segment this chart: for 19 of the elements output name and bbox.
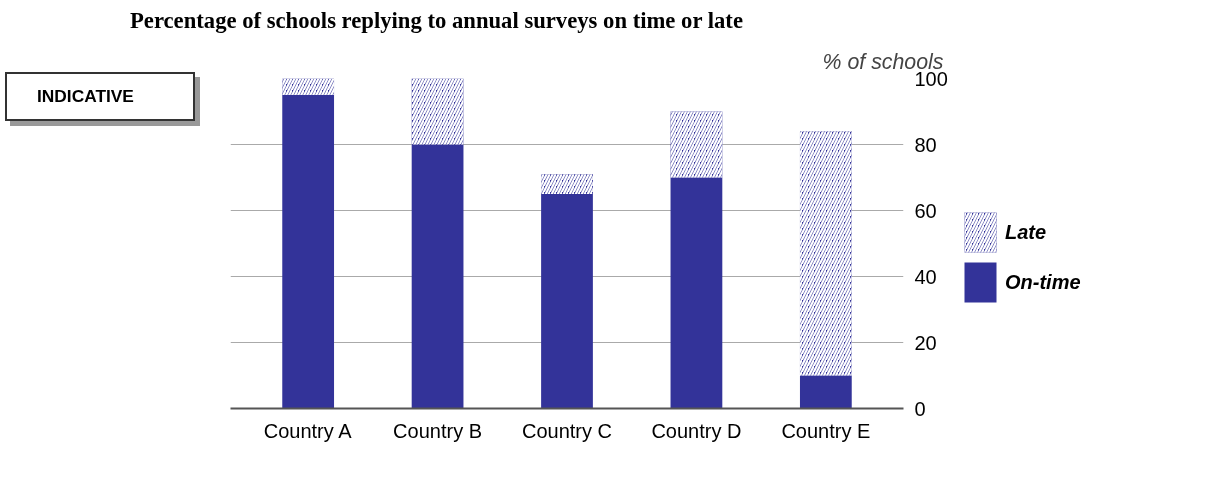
y-tick-label: 20 [914,331,937,354]
x-tick-label: Country D [651,419,742,442]
chart-title: Percentage of schools replying to annual surveys on time or late [130,7,743,35]
legend-label: On-time [1005,270,1081,294]
bar [541,194,593,409]
x-tick-label: Country B [393,419,483,442]
bar [670,177,723,409]
y-tick-label: 60 [914,199,937,222]
x-tick-label: Country A [263,419,353,442]
x-tick-label: Country E [781,419,871,442]
y-tick-label: 0 [914,397,926,420]
bar [799,375,852,409]
legend-label: Late [1005,220,1047,244]
y-tick-label: 40 [914,265,937,288]
y-tick-label: 80 [914,133,937,156]
bar [411,144,464,409]
bar [282,95,335,409]
x-tick-label: Country C [521,419,613,442]
text: INDICATIVE [37,85,134,109]
